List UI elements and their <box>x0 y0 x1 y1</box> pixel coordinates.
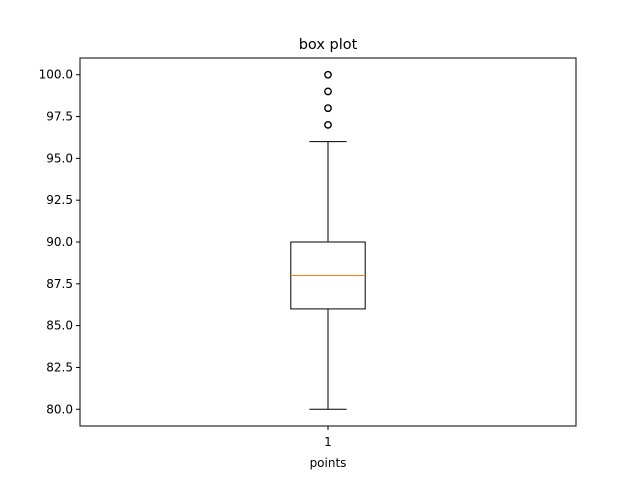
y-tick-label: 100.0 <box>39 68 73 82</box>
y-tick-label: 87.5 <box>46 277 73 291</box>
plot-area-frame <box>79 57 577 427</box>
y-tick-label: 80.0 <box>46 402 73 416</box>
outlier-point <box>324 121 332 129</box>
box-series <box>290 70 366 410</box>
chart-title: box plot <box>299 37 358 53</box>
outlier-point <box>324 104 332 113</box>
y-tick-label: 90.0 <box>46 235 73 249</box>
y-tick-label: 82.5 <box>46 360 73 374</box>
outlier-point <box>324 70 332 79</box>
y-tick-label: 92.5 <box>46 193 73 207</box>
y-axis-ticks: 80.0 82.5 85.0 87.5 90.0 92.5 95.0 97.5 100.0 <box>39 68 80 416</box>
x-axis-ticks: 1 <box>324 426 332 449</box>
x-axis-label: points <box>310 456 347 470</box>
y-tick-label: 97.5 <box>46 110 73 124</box>
y-tick-label: 85.0 <box>46 319 73 333</box>
outlier-point <box>324 87 332 96</box>
x-tick-label: 1 <box>324 435 332 449</box>
y-tick-label: 95.0 <box>46 151 73 165</box>
